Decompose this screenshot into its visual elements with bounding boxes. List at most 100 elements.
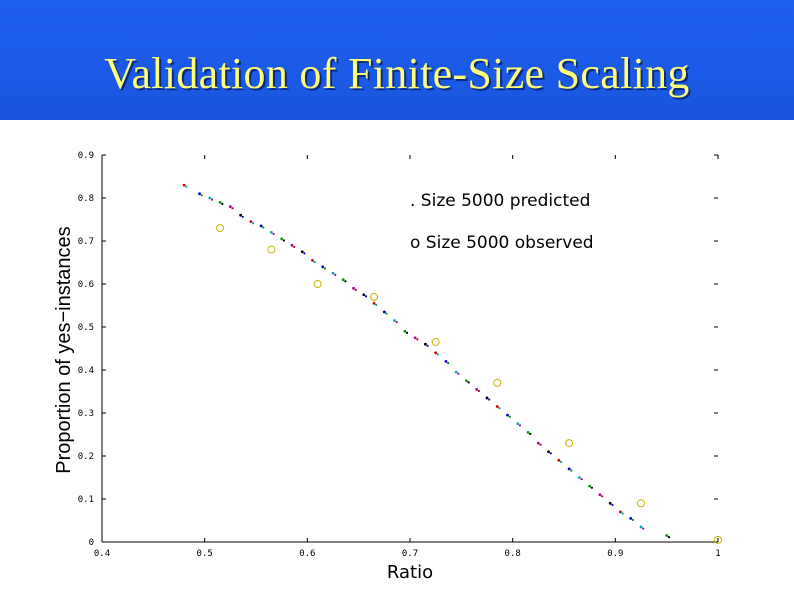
predicted-point bbox=[557, 458, 561, 462]
predicted-point bbox=[352, 286, 355, 290]
x-tick-label: 0.5 bbox=[197, 549, 213, 559]
legend: . Size 5000 predicted o Size 5000 observ… bbox=[410, 191, 594, 253]
predicted-point bbox=[198, 192, 201, 196]
slide-header: Validation of Finite-Size Scaling bbox=[0, 0, 794, 120]
predicted-point bbox=[485, 396, 489, 400]
predicted-point bbox=[218, 200, 222, 204]
predicted-point bbox=[667, 536, 670, 539]
predicted-point bbox=[447, 361, 450, 365]
predicted-point bbox=[282, 239, 285, 242]
y-tick-label: 0.9 bbox=[78, 151, 94, 161]
predicted-point bbox=[262, 226, 265, 229]
observed-point bbox=[565, 439, 574, 448]
predicted-point bbox=[465, 379, 468, 383]
y-axis-ticks: 0 0.1 0.2 0.3 0.4 0.5 0.6 0.7 0.8 0.9 bbox=[78, 151, 718, 548]
predicted-point bbox=[259, 224, 263, 228]
legend-entry-predicted: . Size 5000 predicted bbox=[410, 191, 590, 211]
predicted-point bbox=[536, 441, 540, 445]
predicted-point bbox=[516, 422, 520, 426]
predicted-point bbox=[405, 331, 409, 334]
predicted-point bbox=[334, 273, 337, 276]
legend-entry-observed: o Size 5000 observed bbox=[410, 233, 594, 253]
predicted-point bbox=[239, 213, 243, 217]
predicted-point bbox=[639, 525, 643, 529]
predicted-point bbox=[364, 295, 368, 298]
predicted-point bbox=[475, 387, 479, 391]
predicted-point bbox=[642, 527, 645, 530]
observed-point bbox=[431, 338, 440, 347]
predicted-point bbox=[221, 202, 224, 205]
predicted-point bbox=[508, 415, 511, 418]
scatter-chart: 0.4 0.5 0.6 0.7 0.8 0.9 1 00.10.20.30.40.50.60… bbox=[53, 151, 722, 583]
predicted-point bbox=[495, 405, 499, 408]
predicted-point bbox=[395, 321, 398, 324]
predicted-point bbox=[547, 450, 550, 454]
y-tick-label: 0.5 bbox=[78, 323, 94, 333]
predicted-point bbox=[290, 243, 294, 247]
predicted-point bbox=[539, 443, 542, 446]
predicted-point bbox=[598, 493, 602, 497]
predicted-point bbox=[372, 301, 376, 305]
predicted-point bbox=[477, 389, 481, 393]
predicted-point bbox=[385, 312, 388, 315]
predicted-point bbox=[506, 413, 509, 417]
predicted-point bbox=[403, 329, 407, 333]
predicted-point bbox=[529, 432, 532, 436]
x-tick-label: 0.6 bbox=[299, 549, 315, 559]
predicted-point bbox=[608, 501, 612, 505]
x-axis-label: Ratio bbox=[387, 562, 433, 583]
observed-point bbox=[637, 499, 645, 508]
predicted-point bbox=[362, 293, 366, 297]
predicted-point bbox=[270, 231, 273, 234]
predicted-point bbox=[210, 198, 214, 201]
predicted-point bbox=[231, 207, 234, 210]
predicted-point bbox=[567, 467, 571, 471]
predicted-point bbox=[313, 260, 316, 264]
predicted-point bbox=[321, 265, 325, 269]
predicted-point bbox=[331, 271, 335, 275]
predicted-point bbox=[413, 336, 417, 340]
predicted-point bbox=[611, 503, 614, 506]
predicted-point bbox=[488, 398, 491, 401]
axes-frame bbox=[101, 155, 718, 543]
x-axis-ticks: 0.4 0.5 0.6 0.7 0.8 0.9 1 bbox=[94, 155, 721, 559]
predicted-point bbox=[241, 215, 244, 218]
predicted-point bbox=[426, 344, 429, 347]
predicted-point bbox=[631, 518, 635, 522]
observed-point bbox=[313, 280, 322, 288]
predicted-point bbox=[251, 222, 255, 225]
predicted-point bbox=[416, 338, 419, 341]
y-tick-label: 0.1 bbox=[78, 495, 94, 505]
predicted-point bbox=[382, 310, 386, 314]
predicted-point bbox=[436, 353, 439, 356]
plot-points bbox=[182, 183, 722, 544]
predicted-point bbox=[559, 460, 563, 463]
predicted-point bbox=[467, 381, 470, 384]
predicted-point bbox=[570, 469, 573, 472]
predicted-point bbox=[588, 484, 592, 488]
predicted-point bbox=[208, 196, 212, 200]
x-tick-label: 0.7 bbox=[402, 549, 418, 559]
y-tick-label: 0.6 bbox=[78, 280, 94, 290]
predicted-point bbox=[323, 267, 327, 270]
predicted-point bbox=[434, 351, 438, 355]
predicted-point bbox=[424, 342, 427, 346]
slide-title: Validation of Finite-Size Scaling bbox=[104, 49, 690, 98]
predicted-point bbox=[619, 510, 622, 514]
x-tick-label: 0.8 bbox=[505, 549, 521, 559]
observed-point bbox=[216, 224, 225, 233]
predicted-point bbox=[454, 370, 458, 374]
predicted-point bbox=[280, 237, 284, 241]
predicted-point bbox=[344, 280, 347, 283]
predicted-point bbox=[549, 452, 552, 455]
y-axis-label: Proportion of yes−instances bbox=[53, 226, 75, 473]
predicted-point bbox=[601, 495, 604, 498]
x-tick-label: 0.9 bbox=[607, 549, 623, 559]
predicted-point bbox=[580, 478, 583, 481]
y-tick-label: 0.8 bbox=[78, 194, 94, 204]
predicted-point bbox=[457, 372, 460, 375]
y-tick-label: 0.2 bbox=[78, 452, 94, 462]
y-tick-label: 0 bbox=[89, 538, 94, 548]
predicted-point bbox=[182, 183, 186, 187]
predicted-point bbox=[629, 516, 633, 520]
